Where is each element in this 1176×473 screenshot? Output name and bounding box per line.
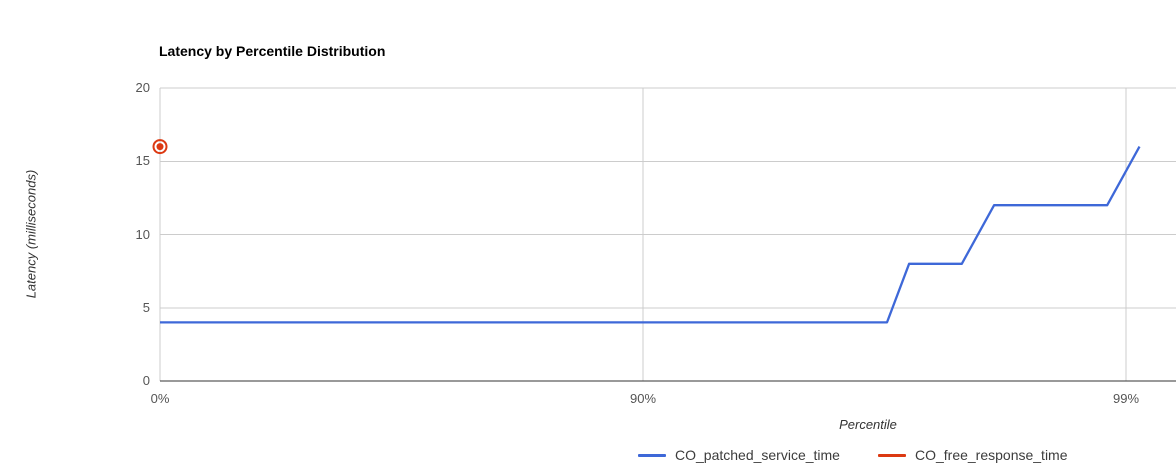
y-tick-label: 15: [135, 153, 150, 169]
y-tick-label: 0: [142, 373, 150, 388]
point-marker-ring-CO_free_response_time: [152, 139, 168, 155]
x-tick-label: 99%: [1112, 391, 1140, 406]
point-marker-dot-CO_free_response_time: [156, 143, 164, 151]
legend-swatch: [638, 453, 666, 457]
legend-swatch: [877, 453, 906, 457]
y-tick-label: 20: [135, 80, 150, 95]
legend: CO_patched_service_time CO_free_response_…: [638, 445, 1068, 465]
legend-item-CO_free_response_time: CO_free_response_time: [877, 447, 1068, 463]
legend-label: CO_free_response_time: [914, 447, 1068, 463]
series-line-CO_patched_service_time: [160, 146, 1141, 324]
x-tick-label: 0%: [150, 391, 170, 406]
x-axis-title: Percentile: [839, 417, 897, 432]
legend-label: CO_patched_service_time: [675, 447, 840, 463]
legend-item-CO_patched_service_time: CO_patched_service_time: [638, 447, 840, 463]
chart-title: Latency by Percentile Distribution: [159, 43, 386, 59]
y-tick-label: 5: [142, 299, 150, 315]
x-tick-label: 90%: [629, 391, 657, 406]
y-tick-label: 10: [135, 226, 150, 242]
